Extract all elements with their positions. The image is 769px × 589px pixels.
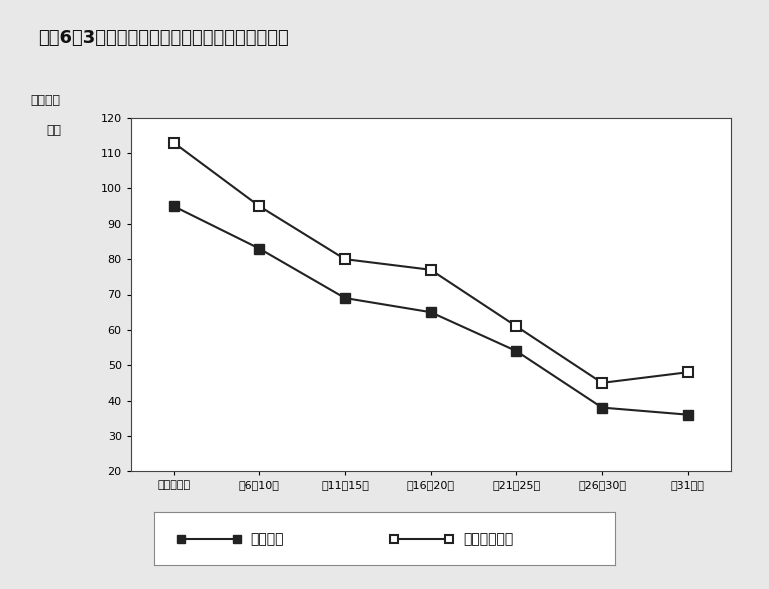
Line: 新規登録物件: 新規登録物件 xyxy=(168,138,693,388)
成約物件 xyxy=(683,411,692,418)
新規登録物件 xyxy=(426,266,435,273)
新規登録物件 xyxy=(511,323,521,330)
Text: 成約物件: 成約物件 xyxy=(251,532,285,546)
成約物件 xyxy=(426,309,435,316)
Text: ㎡）: ㎡） xyxy=(46,124,62,137)
新規登録物件 xyxy=(598,379,607,386)
新規登録物件 xyxy=(683,369,692,376)
成約物件 xyxy=(169,203,178,210)
Text: （万円／: （万円／ xyxy=(31,94,61,107)
成約物件 xyxy=(511,348,521,355)
Text: 新規登録物件: 新規登録物件 xyxy=(463,532,513,546)
成約物件 xyxy=(341,294,350,302)
Line: 成約物件: 成約物件 xyxy=(168,201,693,419)
新規登録物件 xyxy=(169,139,178,146)
新規登録物件 xyxy=(341,256,350,263)
Text: 図袄6－3　中古マンションの筑年帯別平均㎡単価: 図袄6－3 中古マンションの筑年帯別平均㎡単価 xyxy=(38,29,289,48)
成約物件 xyxy=(598,404,607,411)
成約物件 xyxy=(255,245,264,252)
新規登録物件 xyxy=(255,203,264,210)
